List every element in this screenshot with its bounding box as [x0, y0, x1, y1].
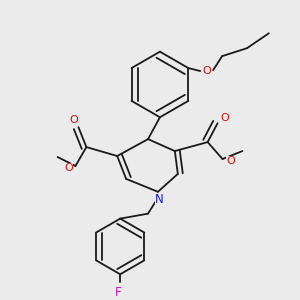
- Text: O: O: [69, 115, 78, 125]
- Text: F: F: [115, 286, 122, 299]
- Text: O: O: [226, 156, 235, 166]
- Text: O: O: [220, 113, 229, 123]
- Text: N: N: [154, 193, 163, 206]
- Text: O: O: [64, 163, 73, 173]
- Text: O: O: [203, 66, 212, 76]
